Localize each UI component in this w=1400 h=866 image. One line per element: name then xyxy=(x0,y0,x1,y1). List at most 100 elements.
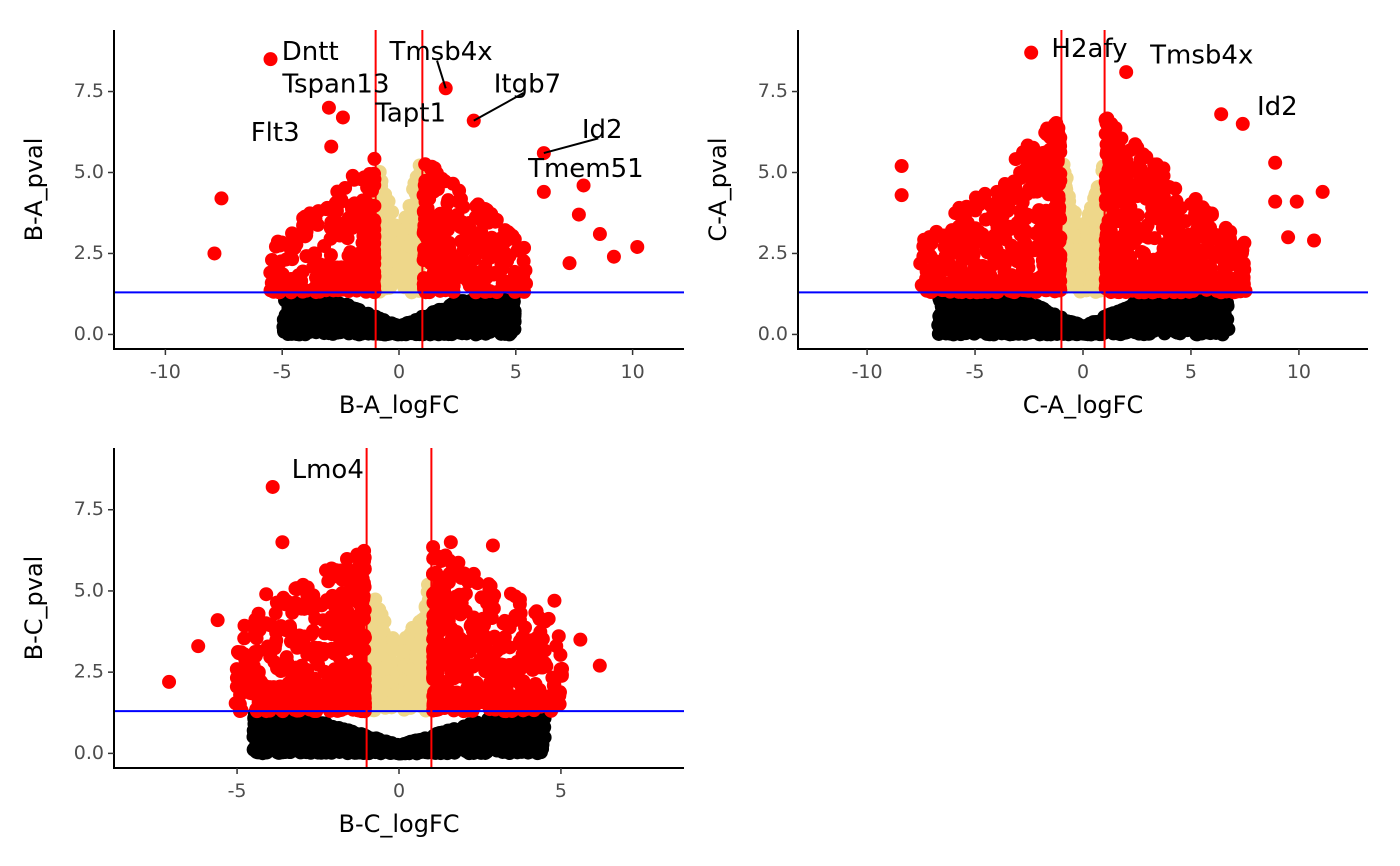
point-not-significant xyxy=(340,300,355,315)
point-not-significant xyxy=(328,319,343,334)
point-significant xyxy=(1017,206,1032,221)
point-significant-outlier xyxy=(1233,265,1248,280)
point-significant xyxy=(1166,283,1181,298)
point-significant xyxy=(287,272,302,287)
point-significant xyxy=(1008,182,1023,197)
point-not-significant xyxy=(1140,303,1155,318)
point-not-significant xyxy=(1196,324,1211,339)
gene-label-dntt: Dntt xyxy=(282,37,339,67)
point-significant xyxy=(362,223,377,238)
point-significant xyxy=(1131,259,1146,274)
point-significant xyxy=(1188,206,1203,221)
point-not-significant xyxy=(1212,322,1227,337)
x-tick-label: -10 xyxy=(852,361,883,383)
point-significant xyxy=(1144,281,1159,296)
point-significant xyxy=(996,275,1011,290)
point-significant xyxy=(453,220,468,235)
point-significant-outlier xyxy=(630,239,645,254)
point-not-significant xyxy=(1141,326,1156,341)
point-significant xyxy=(431,278,446,293)
point-significant xyxy=(320,200,335,215)
gene-label-leader xyxy=(473,92,524,122)
point-significant xyxy=(1098,175,1113,190)
x-axis-title: B-A_logFC xyxy=(339,391,459,419)
gene-label-id2: Id2 xyxy=(582,115,623,145)
point-not-significant xyxy=(469,297,484,312)
point-significant-outlier xyxy=(562,256,577,271)
point-significant xyxy=(990,194,1005,209)
point-significant-outlier xyxy=(1315,184,1330,199)
gene-label-tspan13: Tspan13 xyxy=(281,70,389,100)
gene-label-tmem51: Tmem51 xyxy=(527,154,644,184)
point-significant xyxy=(478,209,493,224)
point-not-significant xyxy=(482,321,497,336)
y-axis-title: B-A_pval xyxy=(20,138,48,242)
point-significant xyxy=(354,209,369,224)
point-significant-outlier xyxy=(894,159,909,174)
point-significant xyxy=(444,250,459,265)
point-fc-below-threshold xyxy=(397,269,412,284)
point-significant xyxy=(1050,154,1065,169)
y-tick-label: 5.0 xyxy=(758,161,788,183)
point-significant xyxy=(418,157,433,172)
point-fc-below-threshold xyxy=(379,250,394,265)
point-significant xyxy=(1053,230,1068,245)
point-significant xyxy=(1020,254,1035,269)
point-significant xyxy=(1156,190,1171,205)
point-significant xyxy=(338,180,353,195)
point-significant xyxy=(361,198,376,213)
point-significant xyxy=(988,209,1003,224)
point-significant xyxy=(1001,250,1016,265)
point-significant xyxy=(1026,184,1041,199)
point-h2afy xyxy=(1024,45,1039,60)
point-not-significant xyxy=(372,314,387,329)
point-significant-outlier xyxy=(214,191,229,206)
point-significant xyxy=(434,244,449,259)
point-tapt1 xyxy=(335,110,350,125)
point-significant-outlier xyxy=(606,249,621,264)
point-significant xyxy=(1148,261,1163,276)
point-fc-below-threshold xyxy=(1082,208,1097,223)
x-axis-title: C-A_logFC xyxy=(1023,391,1143,419)
point-tmem51 xyxy=(536,184,551,199)
point-significant xyxy=(323,248,338,263)
point-significant xyxy=(1100,117,1115,132)
point-significant xyxy=(459,265,474,280)
y-tick-label: 0.0 xyxy=(758,323,788,345)
point-significant xyxy=(450,207,465,222)
point-significant xyxy=(1038,215,1053,230)
point-significant xyxy=(427,266,442,281)
point-not-significant xyxy=(321,303,336,318)
gene-label-leader xyxy=(436,60,447,89)
point-significant xyxy=(1013,227,1028,242)
point-tspan13 xyxy=(321,100,336,115)
point-significant xyxy=(271,272,286,287)
x-tick-label: -5 xyxy=(966,361,985,383)
point-significant xyxy=(980,240,995,255)
point-significant-outlier xyxy=(1214,107,1229,122)
point-significant-outlier xyxy=(1268,155,1283,170)
data-points xyxy=(894,45,1330,342)
point-significant xyxy=(1180,230,1195,245)
gene-label-flt3: Flt3 xyxy=(251,118,300,148)
point-significant xyxy=(309,278,324,293)
point-significant xyxy=(1041,250,1056,265)
point-not-significant xyxy=(447,307,462,322)
point-significant xyxy=(437,174,452,189)
point-significant xyxy=(1156,161,1171,176)
point-significant-outlier xyxy=(571,207,586,222)
point-dntt xyxy=(263,52,278,67)
point-tmsb4x xyxy=(1119,65,1134,80)
point-significant xyxy=(967,264,982,279)
point-significant xyxy=(337,221,352,236)
point-significant-outlier xyxy=(576,178,591,193)
y-tick-label: 2.5 xyxy=(758,242,788,264)
point-significant xyxy=(467,277,482,292)
point-not-significant xyxy=(280,307,295,322)
point-fc-below-threshold xyxy=(384,221,399,236)
x-tick-label: -5 xyxy=(273,361,292,383)
point-not-significant xyxy=(309,325,324,340)
